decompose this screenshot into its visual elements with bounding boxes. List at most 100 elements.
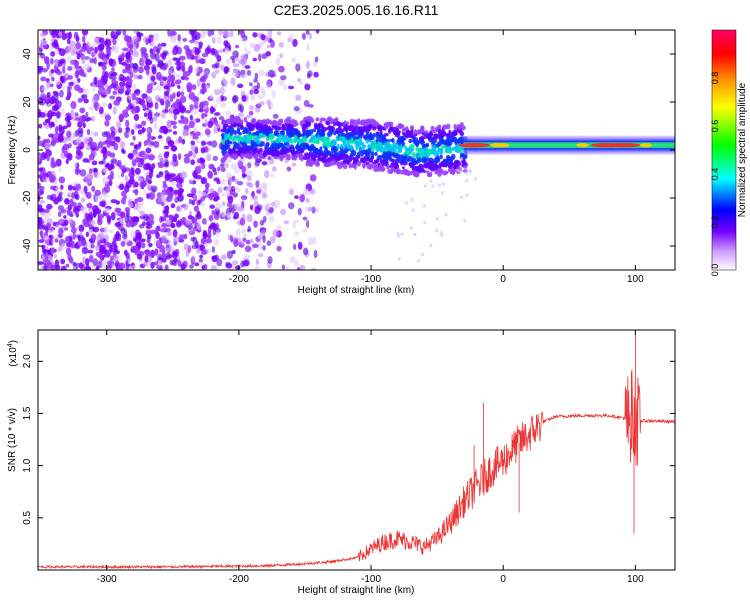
noise-blob <box>232 94 239 103</box>
noise-blob <box>136 31 141 37</box>
noise-blob <box>66 120 72 128</box>
noise-blob <box>161 65 167 71</box>
noise-blob <box>90 243 95 249</box>
noise-blob <box>101 89 109 96</box>
band-blob <box>459 122 464 127</box>
colorbar-tick-label: 0.4 <box>710 168 720 181</box>
band-blob <box>418 147 423 151</box>
noise-blob <box>54 125 59 134</box>
noise-blob <box>209 93 214 100</box>
noise-blob <box>123 188 128 195</box>
noise-blob <box>145 147 152 154</box>
noise-blob <box>47 102 52 108</box>
noise-blob <box>305 30 310 35</box>
noise-blob <box>194 101 199 106</box>
tail-blob <box>400 232 404 237</box>
noise-blob <box>178 119 184 124</box>
noise-blob <box>178 136 183 144</box>
noise-blob <box>118 218 125 225</box>
noise-blob <box>115 230 120 238</box>
noise-blob <box>229 234 234 243</box>
noise-blob <box>140 157 145 165</box>
noise-blob <box>231 69 239 77</box>
noise-blob <box>191 199 196 206</box>
noise-blob <box>77 130 84 138</box>
noise-blob <box>294 195 299 200</box>
noise-blob <box>150 140 155 146</box>
noise-blob <box>238 112 244 117</box>
noise-blob <box>88 106 95 111</box>
noise-blob <box>119 81 126 87</box>
band-blob <box>433 164 439 168</box>
noise-blob <box>85 118 89 122</box>
noise-blob <box>149 48 154 54</box>
noise-blob <box>196 72 201 77</box>
noise-blob <box>78 115 85 125</box>
band-blob <box>332 121 337 126</box>
tail-blob <box>416 259 420 263</box>
noise-blob <box>63 215 67 219</box>
noise-blob <box>122 68 127 74</box>
noise-blob <box>139 181 146 188</box>
noise-blob <box>159 125 167 130</box>
noise-blob <box>191 187 197 195</box>
noise-blob <box>162 184 168 189</box>
tail-blob <box>444 212 448 217</box>
band-blob <box>439 154 443 160</box>
band-blob <box>278 135 282 142</box>
noise-blob <box>102 141 107 145</box>
noise-blob <box>153 140 160 149</box>
noise-blob <box>89 168 93 175</box>
noise-blob <box>149 229 157 235</box>
noise-blob <box>57 100 62 108</box>
band-blob <box>332 141 337 145</box>
noise-blob <box>145 163 152 168</box>
band-blob <box>325 141 331 149</box>
noise-blob <box>69 198 74 206</box>
noise-blob <box>50 76 55 82</box>
band-blob <box>319 146 323 150</box>
band-blob <box>422 169 426 173</box>
snr-x-label: Height of straight line (km) <box>298 585 415 596</box>
noise-blob <box>162 76 168 81</box>
noise-blob <box>165 219 172 224</box>
noise-blob <box>79 107 86 114</box>
noise-blob <box>207 171 214 179</box>
noise-blob <box>190 143 196 152</box>
tail-blob <box>438 183 442 188</box>
noise-blob <box>94 37 101 44</box>
noise-blob <box>271 90 276 99</box>
noise-blob <box>204 128 211 136</box>
noise-blob <box>287 202 295 210</box>
noise-blob <box>134 123 139 130</box>
noise-blob <box>192 236 198 245</box>
noise-blob <box>150 249 155 259</box>
noise-blob <box>266 240 272 247</box>
noise-blob <box>97 89 102 96</box>
noise-blob <box>115 162 121 166</box>
band-blob <box>353 163 357 170</box>
noise-blob <box>65 263 70 268</box>
noise-blob <box>214 62 220 69</box>
noise-blob <box>74 167 81 176</box>
noise-blob <box>42 172 46 181</box>
noise-blob <box>289 33 294 42</box>
noise-blob <box>235 228 241 237</box>
noise-blob <box>49 185 56 191</box>
band-blob <box>368 158 374 163</box>
band-blob <box>386 165 390 170</box>
snr-y-label: SNR (10 * v/v) <box>7 408 18 472</box>
tail-blob <box>441 191 445 195</box>
noise-blob <box>54 259 60 268</box>
tail-blob <box>464 171 468 175</box>
noise-blob <box>241 227 247 234</box>
noise-blob <box>42 138 49 144</box>
noise-blob <box>65 247 72 256</box>
noise-blob <box>39 93 46 98</box>
noise-blob <box>230 261 235 270</box>
noise-blob <box>211 209 215 216</box>
noise-blob <box>170 35 177 44</box>
noise-blob <box>89 57 95 64</box>
noise-blob <box>60 243 68 250</box>
